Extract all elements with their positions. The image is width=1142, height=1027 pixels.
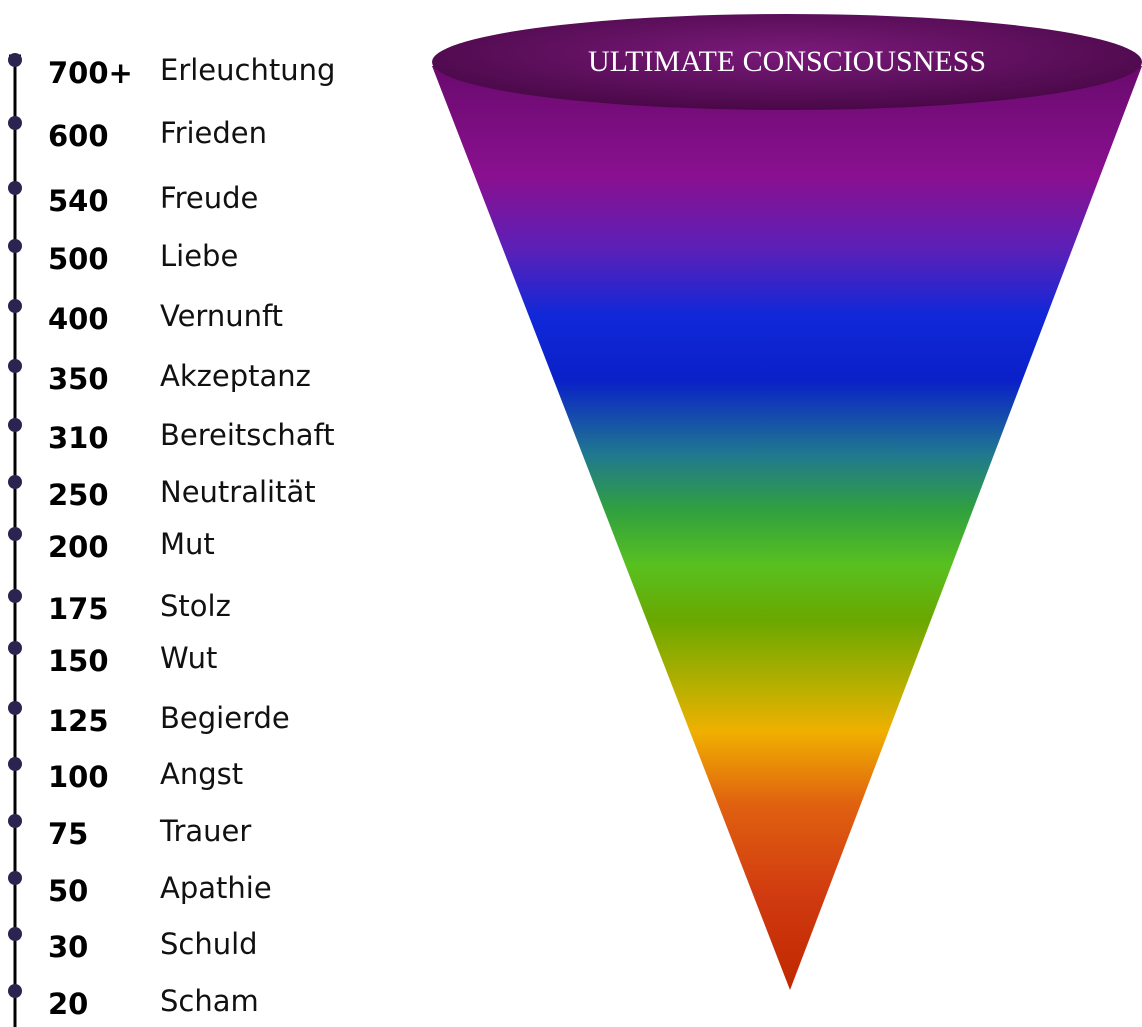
level-name: Wut [160, 641, 217, 675]
level-value: 350 [48, 362, 109, 396]
level-name: Liebe [160, 239, 238, 273]
level-value: 310 [48, 421, 109, 455]
level-name: Mut [160, 527, 215, 561]
level-name: Stolz [160, 589, 231, 623]
level-value: 75 [48, 817, 88, 851]
level-dot [8, 475, 22, 489]
level-value: 200 [48, 530, 109, 564]
level-dot [8, 53, 22, 67]
level-value: 500 [48, 242, 109, 276]
level-name: Apathie [160, 871, 272, 905]
level-dot [8, 527, 22, 541]
level-dot [8, 359, 22, 373]
level-value: 30 [48, 930, 88, 964]
level-dot [8, 181, 22, 195]
levels: 700+ Erleuchtung 600 Frieden 540 Freude 500 Lie… [8, 53, 335, 1021]
level-value: 175 [48, 592, 109, 626]
level-value: 600 [48, 119, 109, 153]
level-value: 50 [48, 874, 88, 908]
level-name: Angst [160, 757, 243, 791]
level-name: Erleuchtung [160, 53, 335, 87]
level-dot [8, 116, 22, 130]
level-name: Neutralität [160, 475, 316, 509]
level-dot [8, 701, 22, 715]
level-dot [8, 299, 22, 313]
level-value: 20 [48, 987, 88, 1021]
level-value: 150 [48, 644, 109, 678]
level-name: Akzeptanz [160, 359, 311, 393]
level-dot [8, 641, 22, 655]
level-name: Bereitschaft [160, 418, 335, 452]
level-value: 700+ [48, 56, 133, 90]
level-name: Scham [160, 984, 259, 1018]
level-name: Schuld [160, 927, 258, 961]
cone-title: ULTIMATE CONSCIOUSNESS [588, 45, 986, 78]
level-dot [8, 418, 22, 432]
level-dot [8, 984, 22, 998]
level-value: 125 [48, 704, 109, 738]
level-dot [8, 927, 22, 941]
level-name: Frieden [160, 116, 267, 150]
level-name: Vernunft [160, 299, 283, 333]
level-dot [8, 814, 22, 828]
cone [432, 66, 1142, 990]
level-dot [8, 239, 22, 253]
level-name: Begierde [160, 701, 290, 735]
diagram: ULTIMATE CONSCIOUSNESS 700+ Erleuchtung 60… [0, 0, 1142, 1027]
level-value: 100 [48, 760, 109, 794]
level-dot [8, 871, 22, 885]
level-value: 400 [48, 302, 109, 336]
level-value: 540 [48, 184, 109, 218]
level-dot [8, 757, 22, 771]
level-name: Trauer [159, 814, 251, 848]
level-value: 250 [48, 478, 109, 512]
level-name: Freude [160, 181, 258, 215]
level-dot [8, 589, 22, 603]
